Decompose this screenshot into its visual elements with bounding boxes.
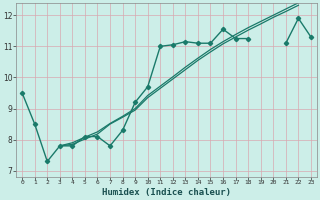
X-axis label: Humidex (Indice chaleur): Humidex (Indice chaleur)	[102, 188, 231, 197]
